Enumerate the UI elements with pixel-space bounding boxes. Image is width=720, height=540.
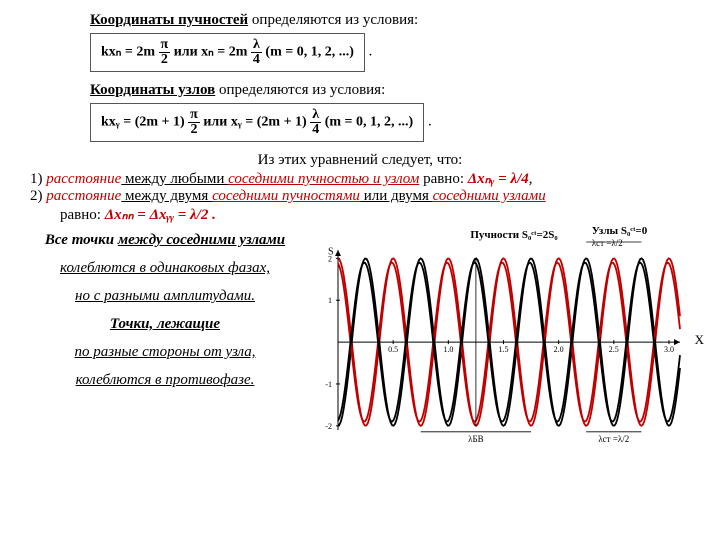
dot1: . [365,44,373,60]
svg-text:Пучности S₀ᶜᵗ=2S₀: Пучности S₀ᶜᵗ=2S₀ [470,229,558,241]
svg-text:1.5: 1.5 [498,345,508,354]
frac4n: λ [310,108,321,123]
title1-rest: определяются из условия: [248,12,418,28]
c1c: между любыми [121,171,228,187]
svg-text:2.0: 2.0 [554,345,564,354]
c2d: соседними пучностями [212,188,360,204]
frac2: λ4 [251,38,262,67]
l1a: Все точки [45,232,118,248]
formula-1: kxₙ = 2m π2 или xₙ = 2m λ4 (m = 0, 1, 2,… [90,33,365,72]
frac1: π2 [159,38,171,67]
svg-text:1: 1 [328,296,332,305]
frac3d: 2 [188,123,200,137]
conclusion-1: 1) расстояние между любыми соседними пуч… [30,169,690,188]
svg-text:λст =λ/2: λст =λ/2 [598,434,629,444]
svg-text:3.0: 3.0 [664,345,674,354]
f2a: kxᵧ = (2m + 1) [101,115,188,130]
conclusion-2: 2) расстояние между двумя соседними пучн… [30,188,690,205]
c2f: соседними узлами [433,188,546,204]
section-2-title: Координаты узлов определяются из условия… [30,82,690,99]
f2e: (m = 0, 1, 2, ...) [321,115,413,130]
l5: по разные стороны от узла, [75,344,256,360]
l6: колеблются в противофазе. [76,372,255,388]
frac2n: λ [251,38,262,53]
c1f: Δxₙᵧ = λ/4 [468,171,529,187]
c1b: расстояние [46,171,121,187]
c2a: 2) [30,188,46,204]
frac2d: 4 [251,53,262,67]
svg-text:0.5: 0.5 [388,345,398,354]
svg-text:λст =λ/2: λст =λ/2 [592,238,623,248]
l2: колеблются в одинаковых фазах, [60,260,270,276]
svg-text:λБВ: λБВ [468,434,484,444]
svg-text:-1: -1 [325,380,332,389]
frac4: λ4 [310,108,321,137]
c2b: расстояние [46,188,121,204]
c1e: равно: [419,171,467,187]
f2m: или xᵧ = (2m + 1) [200,115,310,130]
title2: Координаты узлов [90,82,215,98]
svg-text:Узлы S₀ᶜᵗ=0: Узлы S₀ᶜᵗ=0 [592,225,648,237]
bottom-section: Все точки между соседними узлами колеблю… [30,224,690,459]
formula-2: kxᵧ = (2m + 1) π2 или xᵧ = (2m + 1) λ4 (… [90,103,424,142]
svg-text:1.0: 1.0 [443,345,453,354]
x-axis-label: X [695,332,704,348]
section-1-title: Координаты пучностей определяются из усл… [30,12,690,29]
svg-text:S: S [328,246,334,257]
frac4d: 4 [310,123,321,137]
f1a: kxₙ = 2m [101,45,159,60]
standing-wave-chart: 0.51.01.52.02.53.0-2-112SПучности S₀ᶜᵗ=2… [310,224,690,459]
conclusion-2b: равно: Δxₙₙ = Δxᵧᵧ = λ/2 . [30,205,690,224]
intro-line: Из этих уравнений следует, что: [30,152,690,169]
svg-text:2.5: 2.5 [609,345,619,354]
c1a: 1) [30,171,46,187]
c1comma: , [529,171,533,187]
c2g: равно: [60,207,105,223]
c2h: Δxₙₙ = Δxᵧᵧ = λ/2 . [105,207,216,223]
c2e: или двумя [360,188,433,204]
left-text-block: Все точки между соседними узлами колеблю… [30,224,300,396]
frac3: π2 [188,108,200,137]
c2c: между двумя [121,188,212,204]
l1b: между соседними узлами [118,232,285,248]
svg-text:-2: -2 [325,422,332,431]
frac3n: π [188,108,200,123]
title1: Координаты пучностей [90,12,248,28]
dot2: . [424,114,432,130]
c1d: соседними пучностью и узлом [228,171,419,187]
frac1d: 2 [159,53,171,67]
chart-svg: 0.51.01.52.02.53.0-2-112SПучности S₀ᶜᵗ=2… [310,224,690,454]
f1m: или xₙ = 2m [170,45,251,60]
frac1n: π [159,38,171,53]
title2-rest: определяются из условия: [215,82,385,98]
l4: Точки, лежащие [110,316,220,332]
l3: но с разными амплитудами. [75,288,255,304]
f1e: (m = 0, 1, 2, ...) [262,45,354,60]
